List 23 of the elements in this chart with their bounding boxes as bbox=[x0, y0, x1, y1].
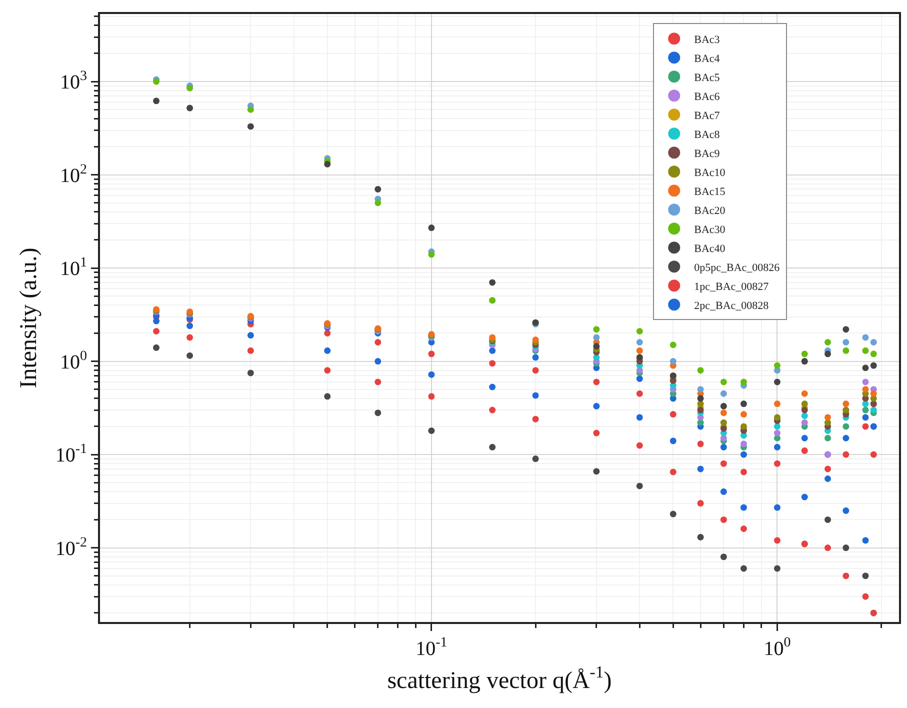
y-tick-label: 10$^{-2}$ bbox=[55, 535, 87, 560]
y-tick-label: 10$^{1}$ bbox=[60, 256, 87, 280]
legend-label: BAc8 bbox=[694, 128, 720, 141]
legend-label: BAc3 bbox=[694, 34, 720, 46]
legend-label: BAc6 bbox=[694, 90, 720, 103]
y-tick-label: 10$^{-1}$ bbox=[55, 442, 87, 467]
legend-label: BAc5 bbox=[694, 72, 720, 84]
legend-label: BAc10 bbox=[694, 166, 726, 179]
y-axis-title: Intensity (a.u.) bbox=[16, 248, 42, 388]
y-tick-label: 10$^{2}$ bbox=[60, 162, 87, 187]
legend-label: 0p5pc_BAc_00826 bbox=[694, 262, 780, 274]
y-tick-label: 10$^{3}$ bbox=[60, 69, 87, 94]
x-axis-title: scattering vector q(Å$^{-1}$) bbox=[387, 662, 612, 694]
legend-label: BAc9 bbox=[694, 148, 720, 160]
legend-label: 2pc_BAc_00828 bbox=[694, 300, 770, 312]
legend-label: BAc4 bbox=[694, 52, 720, 65]
legend-label: BAc15 bbox=[694, 186, 726, 198]
legend-label: BAc20 bbox=[694, 204, 726, 217]
legend-label: BAc7 bbox=[694, 110, 720, 122]
legend-label: BAc40 bbox=[694, 242, 726, 255]
legend-label: 1pc_BAc_00827 bbox=[694, 280, 770, 293]
y-tick-label: 10$^{0}$ bbox=[60, 348, 87, 374]
legend-label: BAc30 bbox=[694, 224, 726, 236]
